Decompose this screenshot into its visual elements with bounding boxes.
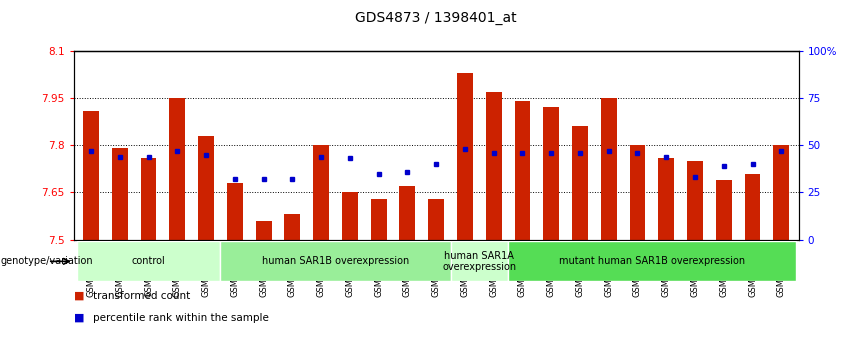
Text: GDS4873 / 1398401_at: GDS4873 / 1398401_at xyxy=(355,11,517,25)
Bar xyxy=(601,98,616,240)
Bar xyxy=(313,145,329,240)
Bar xyxy=(773,145,789,240)
Bar xyxy=(450,241,508,281)
Bar xyxy=(169,98,185,240)
Bar xyxy=(227,183,243,240)
Text: percentile rank within the sample: percentile rank within the sample xyxy=(93,313,269,323)
Bar xyxy=(83,111,99,240)
Text: control: control xyxy=(132,256,166,266)
Bar xyxy=(486,92,502,240)
Bar xyxy=(141,158,156,240)
Bar xyxy=(198,136,214,240)
Bar xyxy=(428,199,444,240)
Bar xyxy=(457,73,473,240)
Bar xyxy=(629,145,646,240)
Bar xyxy=(76,241,220,281)
Bar xyxy=(371,199,386,240)
Bar xyxy=(687,161,703,240)
Bar xyxy=(716,180,732,240)
Text: ■: ■ xyxy=(74,313,84,323)
Bar xyxy=(543,107,559,240)
Text: mutant human SAR1B overexpression: mutant human SAR1B overexpression xyxy=(559,256,745,266)
Bar xyxy=(658,158,674,240)
Text: human SAR1B overexpression: human SAR1B overexpression xyxy=(262,256,409,266)
Bar xyxy=(112,148,128,240)
Bar xyxy=(508,241,796,281)
Bar xyxy=(745,174,760,240)
Bar xyxy=(342,192,358,240)
Bar xyxy=(515,101,530,240)
Text: genotype/variation: genotype/variation xyxy=(1,256,94,266)
Bar xyxy=(399,186,415,240)
Text: human SAR1A
overexpression: human SAR1A overexpression xyxy=(443,250,516,272)
Text: transformed count: transformed count xyxy=(93,291,190,301)
Bar xyxy=(285,215,300,240)
Bar xyxy=(220,241,450,281)
Text: ■: ■ xyxy=(74,291,84,301)
Bar xyxy=(572,126,588,240)
Bar xyxy=(256,221,272,240)
